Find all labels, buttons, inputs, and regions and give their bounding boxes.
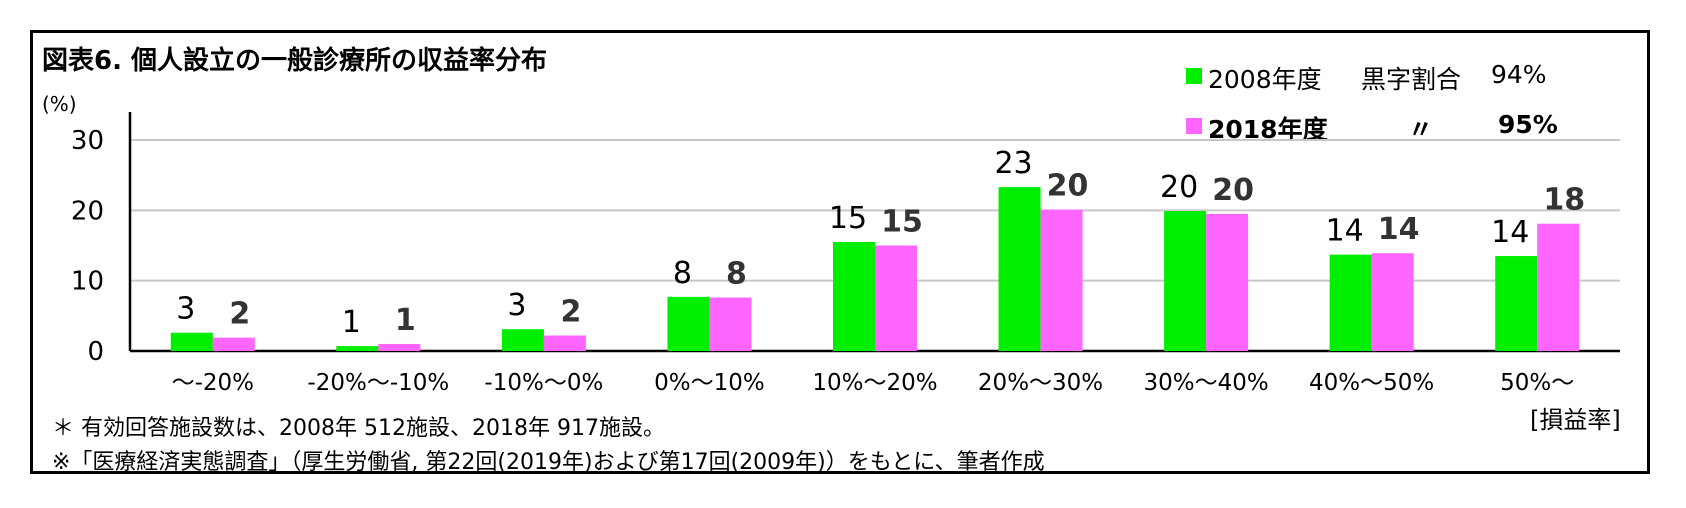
y-axis-unit: (%) <box>42 92 77 116</box>
y-tick-label: 30 <box>71 126 104 156</box>
data-label-2008: 14 <box>1326 214 1364 249</box>
x-tick-label: ～-20% <box>172 370 254 396</box>
data-label-2018: 2 <box>229 297 250 332</box>
bar-2008 <box>833 241 875 351</box>
bar-2018 <box>875 245 917 351</box>
x-tick-label: -10%～0% <box>484 370 603 396</box>
data-label-2008: 8 <box>673 256 692 291</box>
data-label-2018: 15 <box>881 205 923 240</box>
bar-2018 <box>212 337 255 351</box>
bar-2008 <box>998 187 1041 351</box>
bar-2018 <box>378 343 421 351</box>
y-tick-label: 20 <box>71 196 104 226</box>
bar-2018 <box>543 335 586 351</box>
x-tick-label: 10%～20% <box>812 370 937 396</box>
y-tick-label: 10 <box>71 267 104 297</box>
data-label-2008: 14 <box>1491 215 1529 250</box>
x-tick-label: -20%～-10% <box>307 370 449 396</box>
x-tick-label: 30%～40% <box>1143 370 1268 396</box>
y-tick-label: 0 <box>87 337 104 367</box>
note-respondents: ＊ 有効回答施設数は、2008年 512施設、2018年 917施設。 <box>52 416 665 441</box>
bar-2008 <box>1164 211 1207 351</box>
legend-swatch-2018 <box>1186 118 1202 134</box>
chart-frame <box>30 30 1650 474</box>
legend-name-2008: 2008年度 <box>1208 65 1322 94</box>
bar-2008 <box>170 332 213 351</box>
data-label-2018: 8 <box>726 257 747 292</box>
data-label-2018: 14 <box>1378 212 1420 247</box>
bar-2018 <box>1371 253 1414 351</box>
bar-2018 <box>1537 223 1580 351</box>
legend-swatch-2008 <box>1186 68 1202 84</box>
bar-2018 <box>1040 209 1083 351</box>
x-axis-unit: [損益率] <box>1530 406 1621 434</box>
legend-label-2008: 黒字割合 <box>1361 65 1462 94</box>
note-source: ※「医療経済実態調査」（厚生労働省, 第22回(2019年)および第17回(20… <box>52 450 1045 475</box>
x-tick-label: 20%～30% <box>978 370 1103 396</box>
data-label-2008: 23 <box>994 146 1032 181</box>
x-tick-label: 0%～10% <box>654 370 765 396</box>
bar-2018 <box>1206 213 1249 351</box>
data-label-2008: 20 <box>1160 170 1198 205</box>
data-label-2018: 20 <box>1047 169 1089 204</box>
legend-value-2018: 95% <box>1498 110 1558 139</box>
bar-2008 <box>1495 256 1538 351</box>
data-label-2018: 18 <box>1543 183 1585 218</box>
data-label-2018: 1 <box>395 303 416 338</box>
bar-2008 <box>336 346 379 351</box>
bar-2018 <box>709 297 752 351</box>
x-tick-label: 50%～ <box>1500 370 1574 396</box>
chart-title: 図表6. 個人設立の一般診療所の収益率分布 <box>42 46 548 76</box>
data-label-2018: 20 <box>1212 173 1254 208</box>
legend-value-2008: 94% <box>1491 60 1547 89</box>
bar-2008 <box>667 296 710 351</box>
data-label-2008: 1 <box>342 305 361 340</box>
data-label-2008: 3 <box>176 292 195 327</box>
data-label-2008: 15 <box>829 201 867 236</box>
bar-2008 <box>1329 254 1372 351</box>
bar-2008 <box>501 329 544 351</box>
data-label-2008: 3 <box>507 288 526 323</box>
data-label-2018: 2 <box>560 295 581 330</box>
x-tick-label: 40%～50% <box>1309 370 1434 396</box>
